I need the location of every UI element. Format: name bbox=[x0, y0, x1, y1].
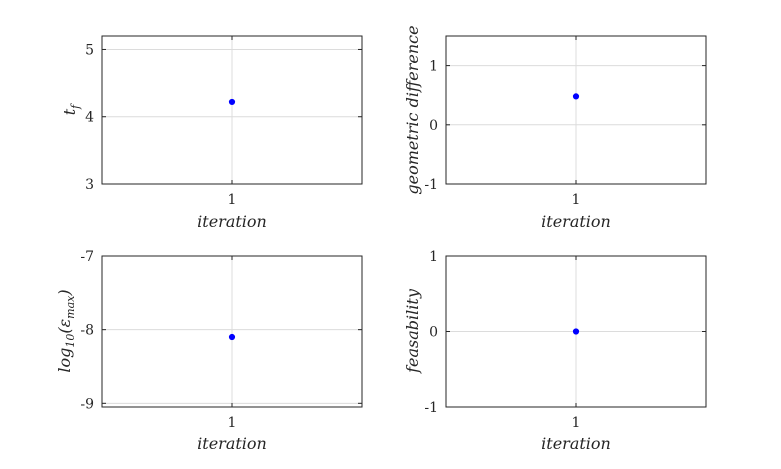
data-point bbox=[572, 93, 580, 100]
y-tick-label: -7 bbox=[80, 249, 94, 265]
y-tick-label: -1 bbox=[424, 177, 438, 193]
x-tick-label: 1 bbox=[228, 192, 237, 208]
y-axis-label: log10(εmax) bbox=[55, 289, 77, 372]
subplot-1: 3 4 5 1 iteration tf bbox=[60, 35, 363, 231]
y-axis-label: tf bbox=[60, 103, 82, 115]
y-tick-label: 4 bbox=[85, 110, 94, 126]
subplot-3: -9 -8 -7 1 iteration log10(εmax) bbox=[55, 249, 363, 453]
plot-border bbox=[101, 35, 363, 185]
data-point bbox=[228, 333, 236, 341]
y-tick-label: 3 bbox=[85, 177, 94, 193]
x-axis-label: iteration bbox=[541, 434, 611, 453]
x-tick-label: 1 bbox=[572, 415, 581, 431]
subplot-4: -1 0 1 1 iteration feasability bbox=[403, 249, 707, 453]
y-tick-label: 1 bbox=[429, 249, 438, 265]
y-tick-label: 0 bbox=[429, 118, 438, 134]
y-tick-label: -1 bbox=[424, 400, 438, 416]
x-axis-label: iteration bbox=[197, 434, 267, 453]
y-tick-label: 5 bbox=[85, 42, 94, 58]
data-point bbox=[228, 98, 236, 106]
y-tick-label: -9 bbox=[80, 396, 94, 412]
x-axis-label: iteration bbox=[541, 212, 611, 231]
data-point bbox=[572, 328, 580, 335]
y-axis-label: feasability bbox=[403, 288, 422, 374]
y-tick-label: 0 bbox=[429, 325, 438, 341]
x-axis-label: iteration bbox=[197, 212, 267, 231]
plot-border bbox=[445, 35, 707, 185]
y-tick-label: 1 bbox=[429, 59, 438, 75]
x-tick-label: 1 bbox=[572, 192, 581, 208]
y-axis-label: geometric difference bbox=[403, 25, 422, 194]
plot-border bbox=[445, 255, 707, 408]
x-tick-label: 1 bbox=[228, 415, 237, 431]
y-tick-label: -8 bbox=[80, 323, 94, 339]
plot-border bbox=[101, 255, 363, 408]
subplot-2: -1 0 1 1 iteration geometric difference bbox=[403, 25, 707, 231]
